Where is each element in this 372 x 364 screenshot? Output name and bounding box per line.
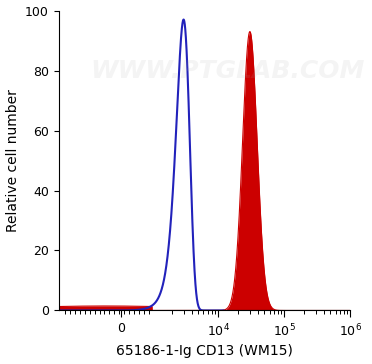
Y-axis label: Relative cell number: Relative cell number (6, 89, 20, 232)
Text: WWW.PTGLAB.COM: WWW.PTGLAB.COM (91, 59, 365, 83)
X-axis label: 65186-1-Ig CD13 (WM15): 65186-1-Ig CD13 (WM15) (116, 344, 293, 359)
